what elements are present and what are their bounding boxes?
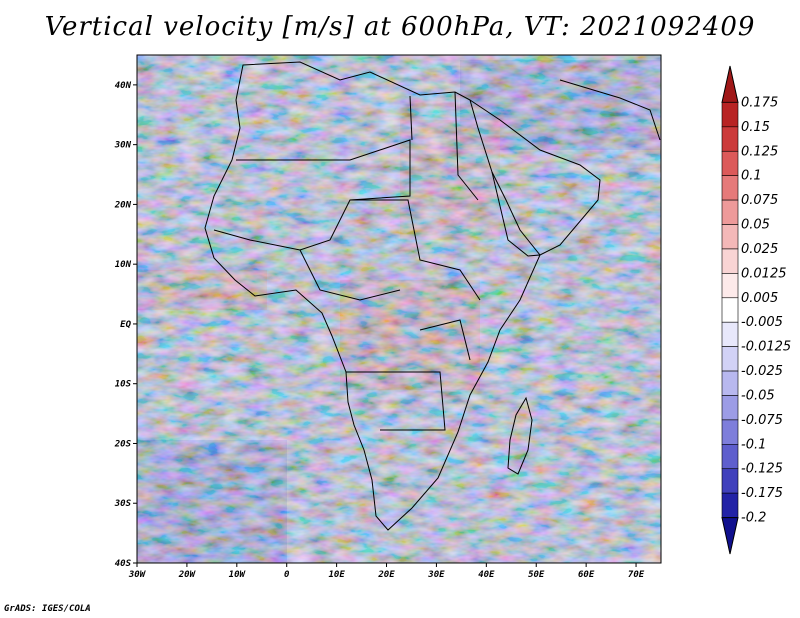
lat-tick-label: 10S bbox=[115, 380, 132, 390]
lat-tick-label: 40S bbox=[115, 559, 132, 569]
colorbar-label: -0.0125 bbox=[741, 340, 791, 355]
colorbar-label: -0.075 bbox=[741, 413, 783, 428]
lat-tick-label: 40N bbox=[115, 81, 132, 91]
colorbar-min-arrow bbox=[721, 517, 739, 555]
colorbar-label: -0.175 bbox=[741, 486, 783, 501]
lat-tick-label: 30N bbox=[114, 141, 132, 151]
colorbar-label: -0.005 bbox=[741, 315, 783, 330]
lon-tick-label: 30E bbox=[427, 570, 445, 580]
colorbar-label: 0.0125 bbox=[741, 266, 787, 281]
colorbar-swatch bbox=[721, 175, 739, 201]
lon-tick-label: 20W bbox=[178, 570, 197, 580]
colorbar-swatch bbox=[721, 126, 739, 152]
lon-tick-label: 10W bbox=[229, 570, 247, 580]
lat-tick-label: 30S bbox=[114, 499, 132, 509]
colorbar-label: 0.05 bbox=[741, 218, 770, 233]
colorbar-swatch bbox=[721, 444, 739, 470]
colorbar-label: 0.125 bbox=[741, 144, 778, 159]
lon-tick-label: 60E bbox=[578, 570, 595, 580]
colorbar-label: -0.025 bbox=[741, 364, 783, 379]
lon-tick-label: 20E bbox=[377, 570, 395, 580]
colorbar-label: 0.075 bbox=[741, 193, 778, 208]
colorbar-label: -0.125 bbox=[741, 462, 783, 477]
colorbar-label: -0.2 bbox=[741, 511, 766, 526]
colorbar-swatch bbox=[721, 492, 739, 518]
lon-tick-label: 0 bbox=[284, 570, 290, 580]
lon-tick-label: 10E bbox=[328, 570, 345, 580]
colorbar-swatch bbox=[721, 248, 739, 274]
colorbar-swatch bbox=[721, 395, 739, 421]
colorbar-swatch bbox=[721, 419, 739, 445]
colorbar-swatch bbox=[721, 224, 739, 250]
colorbar-max-arrow bbox=[721, 65, 739, 103]
lon-tick-label: 30W bbox=[128, 570, 147, 580]
colorbar-label: 0.025 bbox=[741, 242, 778, 257]
colorbar-swatch bbox=[721, 370, 739, 396]
colorbar-swatch bbox=[721, 273, 739, 299]
colorbar-label: -0.05 bbox=[741, 388, 775, 403]
colorbar-label: 0.1 bbox=[741, 169, 762, 184]
lat-tick-label: 20N bbox=[114, 200, 132, 210]
colorbar-label: -0.1 bbox=[741, 437, 766, 452]
lat-tick-label: 20S bbox=[114, 439, 132, 449]
grads-credit: GrADS: IGES/COLA bbox=[4, 604, 91, 614]
colorbar-swatch bbox=[721, 199, 739, 225]
colorbar-label: 0.005 bbox=[741, 291, 778, 306]
lon-tick-label: 40E bbox=[478, 570, 495, 580]
plot-frame bbox=[136, 54, 662, 564]
colorbar-swatch bbox=[721, 321, 739, 347]
lon-tick-label: 50E bbox=[528, 570, 545, 580]
colorbar-swatch bbox=[721, 297, 739, 323]
lon-tick-label: 70E bbox=[628, 570, 645, 580]
velocity-field bbox=[137, 55, 661, 563]
chart-title: Vertical velocity [m/s] at 600hPa, VT: 2… bbox=[44, 12, 756, 42]
colorbar-swatch bbox=[721, 150, 739, 176]
lat-tick-label: 10N bbox=[115, 260, 132, 270]
lat-tick-label: EQ bbox=[120, 320, 131, 330]
colorbar-swatch bbox=[721, 346, 739, 372]
colorbar-swatch bbox=[721, 102, 739, 128]
colorbar-label: 0.175 bbox=[741, 95, 778, 110]
colorbar-swatch bbox=[721, 468, 739, 494]
colorbar-label: 0.15 bbox=[741, 120, 770, 135]
